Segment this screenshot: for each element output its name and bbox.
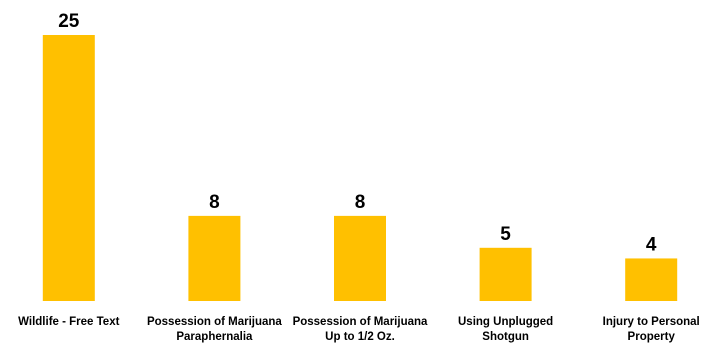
category-label-0: Wildlife - Free Text: [18, 316, 119, 328]
category-label-2: Possession of Marijuana Up to 1/2 Oz.: [293, 316, 428, 343]
category-label-2-line-0: Possession of Marijuana: [293, 316, 428, 328]
value-label-0: 25: [58, 11, 80, 32]
value-label-3: 5: [500, 224, 511, 245]
bar-4: [625, 258, 678, 301]
bars: [42, 35, 678, 301]
category-label-3-line-0: Using Unplugged: [458, 316, 553, 328]
category-label-3: Using Unplugged Shotgun: [458, 316, 553, 343]
bar-1: [188, 215, 241, 301]
bar-2: [334, 215, 386, 301]
value-labels: 25 8 8 5 4: [58, 11, 657, 255]
category-label-4-line-1: Property: [628, 331, 676, 343]
category-label-1-line-0: Possession of Marijuana: [147, 316, 282, 328]
category-label-4-line-0: Injury to Personal: [603, 316, 700, 328]
bar-0: [42, 35, 95, 301]
bar-3: [479, 247, 532, 301]
value-label-1: 8: [209, 192, 220, 213]
category-labels: Wildlife - Free Text Possession of Mariju…: [18, 316, 700, 343]
category-label-1: Possession of Marijuana Paraphernalia: [147, 316, 282, 343]
value-label-2: 8: [355, 192, 366, 213]
value-label-4: 4: [646, 234, 657, 255]
category-label-2-line-1: Up to 1/2 Oz.: [325, 331, 395, 343]
category-label-1-line-1: Paraphernalia: [176, 331, 253, 343]
category-label-0-line-0: Wildlife - Free Text: [18, 316, 119, 328]
category-label-4: Injury to Personal Property: [603, 316, 700, 343]
category-label-3-line-1: Shotgun: [482, 331, 529, 343]
